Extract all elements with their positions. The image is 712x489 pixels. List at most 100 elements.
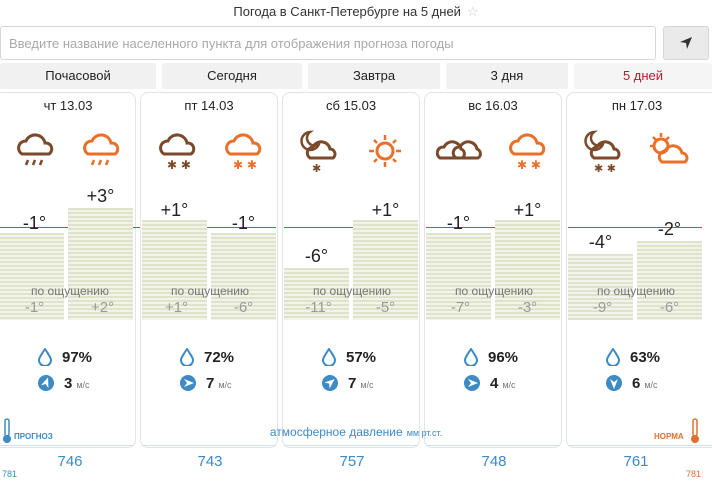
pressure-label: атмосферное давление мм рт.ст.	[0, 425, 712, 439]
cloud-snow-sun-icon: ✱ ✱	[225, 133, 262, 172]
humidity-value: 97%	[62, 349, 93, 366]
wind-unit: м/с	[76, 380, 90, 390]
feels-night: -9°	[592, 299, 613, 316]
temp-day: -2°	[657, 219, 682, 239]
thermometer-warm-icon	[691, 418, 699, 443]
tab-tomorrow[interactable]: Завтра	[308, 63, 440, 89]
humidity-drop-icon	[38, 348, 52, 366]
temp-bar-day	[353, 220, 418, 320]
cloudy-icon	[436, 140, 482, 160]
humidity-value: 63%	[630, 349, 661, 366]
temp-bar-day	[68, 208, 133, 320]
humidity-value: 57%	[346, 349, 377, 366]
pressure-unit: мм рт.ст.	[406, 428, 443, 438]
day-date: сб 15.03	[325, 98, 377, 113]
feels-night: +1°	[164, 299, 189, 316]
feels-like-label: по ощущению	[597, 284, 675, 298]
temp-bar-night	[0, 233, 64, 320]
pressure-divider	[568, 445, 712, 446]
feels-like-label: по ощущению	[171, 284, 249, 298]
humidity-drop-icon	[464, 348, 478, 366]
pressure-value: 748	[481, 453, 507, 470]
wind-speed: 6 м/с	[632, 375, 658, 392]
pressure-scale-left: 781	[2, 469, 18, 479]
cloud-rain-sun-icon	[83, 133, 120, 166]
svg-text:✱ ✱: ✱ ✱	[233, 158, 257, 172]
tab-today[interactable]: Сегодня	[162, 63, 302, 89]
tab-hourly[interactable]: Почасовой	[0, 63, 156, 89]
cloud-rain-icon	[17, 133, 54, 166]
wind-unit: м/с	[360, 380, 374, 390]
tab-3days[interactable]: 3 дня	[446, 63, 568, 89]
temp-bar-night	[142, 220, 207, 320]
title-text: Погода в Санкт-Петербурге на 5 дней	[233, 4, 461, 19]
reference-line	[142, 227, 276, 228]
reference-line	[568, 227, 702, 228]
reference-line	[426, 227, 560, 228]
temp-bar-night	[426, 233, 491, 320]
feels-night: -7°	[450, 299, 471, 316]
feels-night: -1°	[24, 299, 45, 316]
temp-day: +1°	[513, 200, 542, 220]
wind-unit: м/с	[644, 380, 658, 390]
svg-text:✱ ✱: ✱ ✱	[167, 158, 191, 172]
temp-bar-night	[284, 268, 349, 320]
temp-night: -1°	[446, 213, 471, 233]
feels-like-label: по ощущению	[455, 284, 533, 298]
feels-like-label: по ощущению	[313, 284, 391, 298]
feels-night: -11°	[305, 299, 332, 316]
geolocate-button[interactable]	[663, 26, 709, 60]
location-arrow-icon	[680, 37, 692, 49]
temp-day: +1°	[371, 200, 400, 220]
sun-cloud-icon	[650, 133, 689, 164]
temp-bar-day	[211, 233, 276, 320]
city-search-input[interactable]	[0, 26, 656, 60]
page-title: Погода в Санкт-Петербурге на 5 дней ☆	[0, 0, 712, 24]
feels-like-label: по ощущению	[31, 284, 109, 298]
pressure-value: 761	[623, 453, 649, 470]
wind-speed: 7 м/с	[206, 375, 232, 392]
wind-speed: 4 м/с	[490, 375, 516, 392]
pressure-divider	[0, 445, 134, 446]
wind-value: 3	[64, 375, 73, 392]
temp-day: -1°	[231, 213, 256, 233]
svg-text:✱ ✱: ✱ ✱	[594, 162, 616, 174]
moon-cloud-snow-icon: ✱	[300, 130, 337, 174]
temp-bar-night	[568, 254, 633, 320]
tab-5days[interactable]: 5 дней	[574, 63, 712, 89]
humidity-value: 96%	[488, 349, 519, 366]
wind-direction-icon	[38, 375, 54, 391]
feels-day: +2°	[90, 299, 115, 316]
favorite-star-icon[interactable]: ☆	[466, 4, 479, 19]
pressure-scale-right: 781	[686, 469, 702, 479]
pressure-value: 746	[57, 453, 83, 470]
pressure-divider	[142, 445, 276, 446]
pressure-divider	[426, 445, 560, 446]
wind-unit: м/с	[502, 380, 516, 390]
wind-value: 7	[348, 375, 357, 392]
cloud-snow-icon: ✱ ✱	[159, 133, 196, 172]
wind-direction-icon	[180, 375, 196, 391]
feels-day: -3°	[517, 299, 538, 316]
wind-direction-icon	[322, 375, 338, 391]
temp-night: -1°	[22, 213, 47, 233]
wind-direction-icon	[606, 375, 622, 391]
norm-label: НОРМА	[654, 432, 684, 441]
wind-speed: 7 м/с	[348, 375, 374, 392]
pressure-value: 743	[197, 453, 223, 470]
reference-line	[284, 227, 418, 228]
svg-text:✱: ✱	[312, 162, 321, 174]
svg-text:✱ ✱: ✱ ✱	[517, 158, 541, 172]
pressure-divider	[284, 445, 418, 446]
sun-icon	[369, 135, 401, 167]
humidity-value: 72%	[204, 349, 235, 366]
temp-bar-day	[637, 241, 702, 320]
temp-night: +1°	[160, 200, 189, 220]
wind-unit: м/с	[218, 380, 232, 390]
wind-value: 4	[490, 375, 499, 392]
wind-direction-icon	[464, 375, 480, 391]
moon-cloud-snow-icon: ✱ ✱	[584, 130, 621, 174]
temp-night: -6°	[304, 246, 329, 266]
wind-value: 7	[206, 375, 215, 392]
day-date: чт 13.03	[43, 98, 93, 113]
